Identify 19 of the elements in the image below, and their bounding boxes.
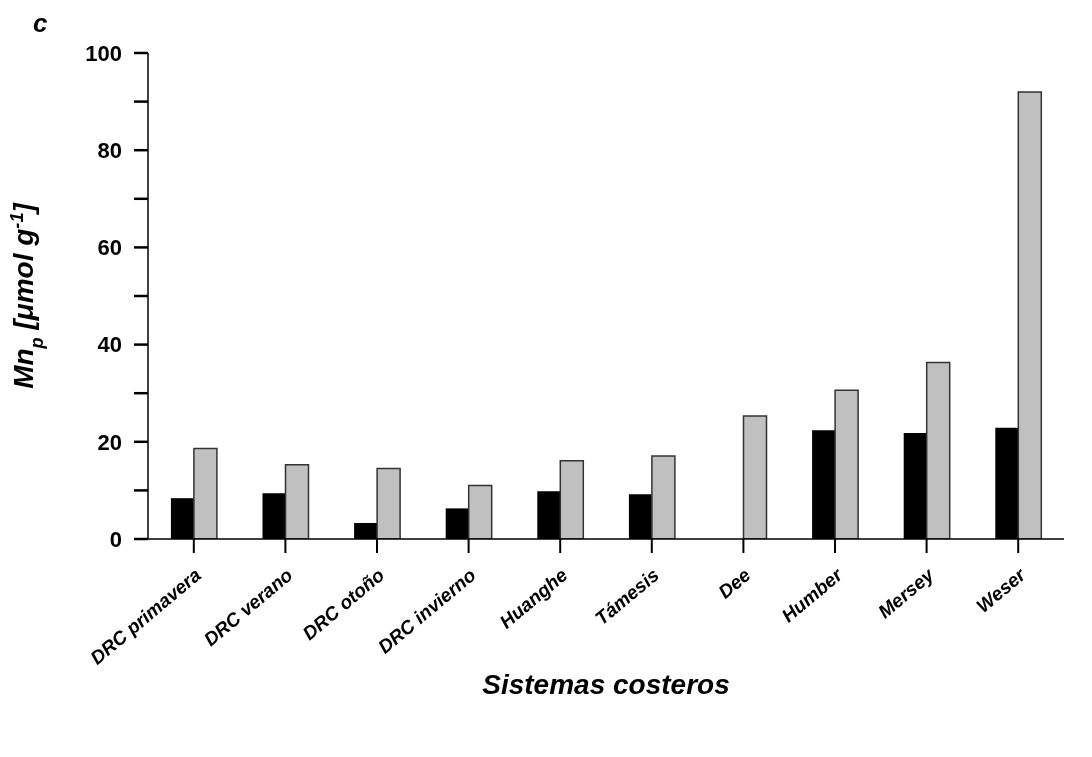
- y-tick-label: 40: [97, 332, 122, 358]
- bar: [1017, 91, 1043, 539]
- x-tick-label: Dee: [714, 563, 755, 603]
- bar: [376, 467, 401, 539]
- text: c: [33, 8, 48, 39]
- bar: [651, 455, 676, 539]
- bar: [193, 447, 218, 539]
- y-tick-label: 80: [97, 137, 122, 163]
- x-axis-title: Sistemas costeros: [482, 669, 730, 700]
- bar: [742, 415, 768, 539]
- bar: [467, 484, 493, 539]
- bar: [925, 361, 951, 539]
- y-tick-label: 60: [97, 235, 122, 261]
- bar: [284, 463, 310, 539]
- y-tick-label: 0: [109, 526, 122, 552]
- bar: [559, 460, 585, 539]
- y-tick-label: 100: [85, 40, 122, 66]
- y-tick-label: 20: [97, 429, 122, 455]
- bar: [834, 389, 859, 539]
